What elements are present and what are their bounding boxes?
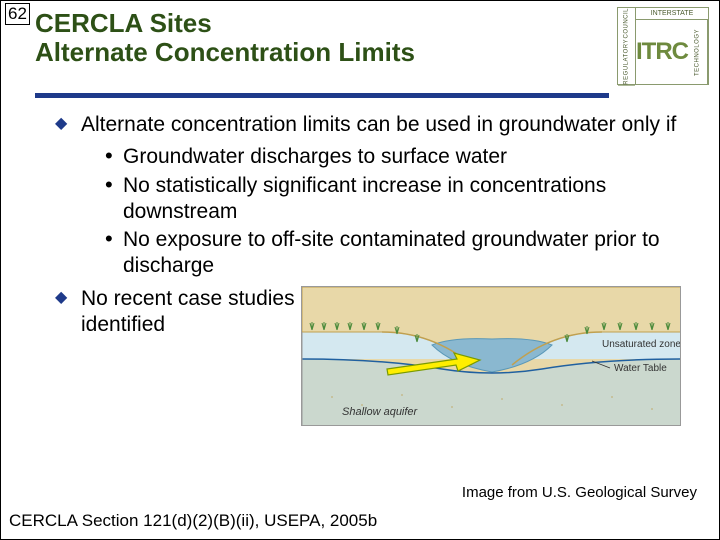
label-unsat: Unsaturated zone (602, 339, 681, 350)
bullet-sub-3: No exposure to off-site contaminated gro… (105, 227, 689, 280)
sub-bullet-list: Groundwater discharges to surface water … (55, 144, 689, 279)
diagram-container: Unsaturated zone Water Table Shallow aqu… (301, 286, 689, 436)
bullet-sub-2: No statistically significant increase in… (105, 173, 689, 226)
label-wtable: Water Table (614, 363, 667, 374)
aquifer-diagram: Unsaturated zone Water Table Shallow aqu… (301, 286, 681, 426)
bullet-main-1: Alternate concentration limits can be us… (55, 112, 689, 138)
label-aquifer: Shallow aquifer (342, 406, 419, 418)
logo-main: ITRC (636, 20, 688, 84)
logo-top-text: INTERSTATE (636, 8, 708, 20)
slide-number: 62 (5, 3, 30, 25)
footer-citation: CERCLA Section 121(d)(2)(B)(ii), USEPA, … (9, 511, 377, 531)
bullet-main-2: No recent case studies identified (55, 286, 295, 339)
logo-side-bottom: REGULATORY (618, 39, 635, 86)
content-area: Alternate concentration limits can be us… (1, 98, 719, 436)
title-block: CERCLA Sites Alternate Concentration Lim… (35, 7, 609, 66)
title-line2: Alternate Concentration Limits (35, 38, 609, 67)
title-line1: CERCLA Sites (35, 9, 609, 38)
logo-right-text: TECHNOLOGY (688, 20, 708, 84)
bullet-sub-1: Groundwater discharges to surface water (105, 144, 689, 170)
header: CERCLA Sites Alternate Concentration Lim… (1, 1, 719, 85)
image-caption: Image from U.S. Geological Survey (462, 484, 697, 501)
itrc-logo: COUNCIL REGULATORY INTERSTATE ITRC TECHN… (617, 7, 709, 85)
logo-side-top: COUNCIL (618, 8, 635, 39)
